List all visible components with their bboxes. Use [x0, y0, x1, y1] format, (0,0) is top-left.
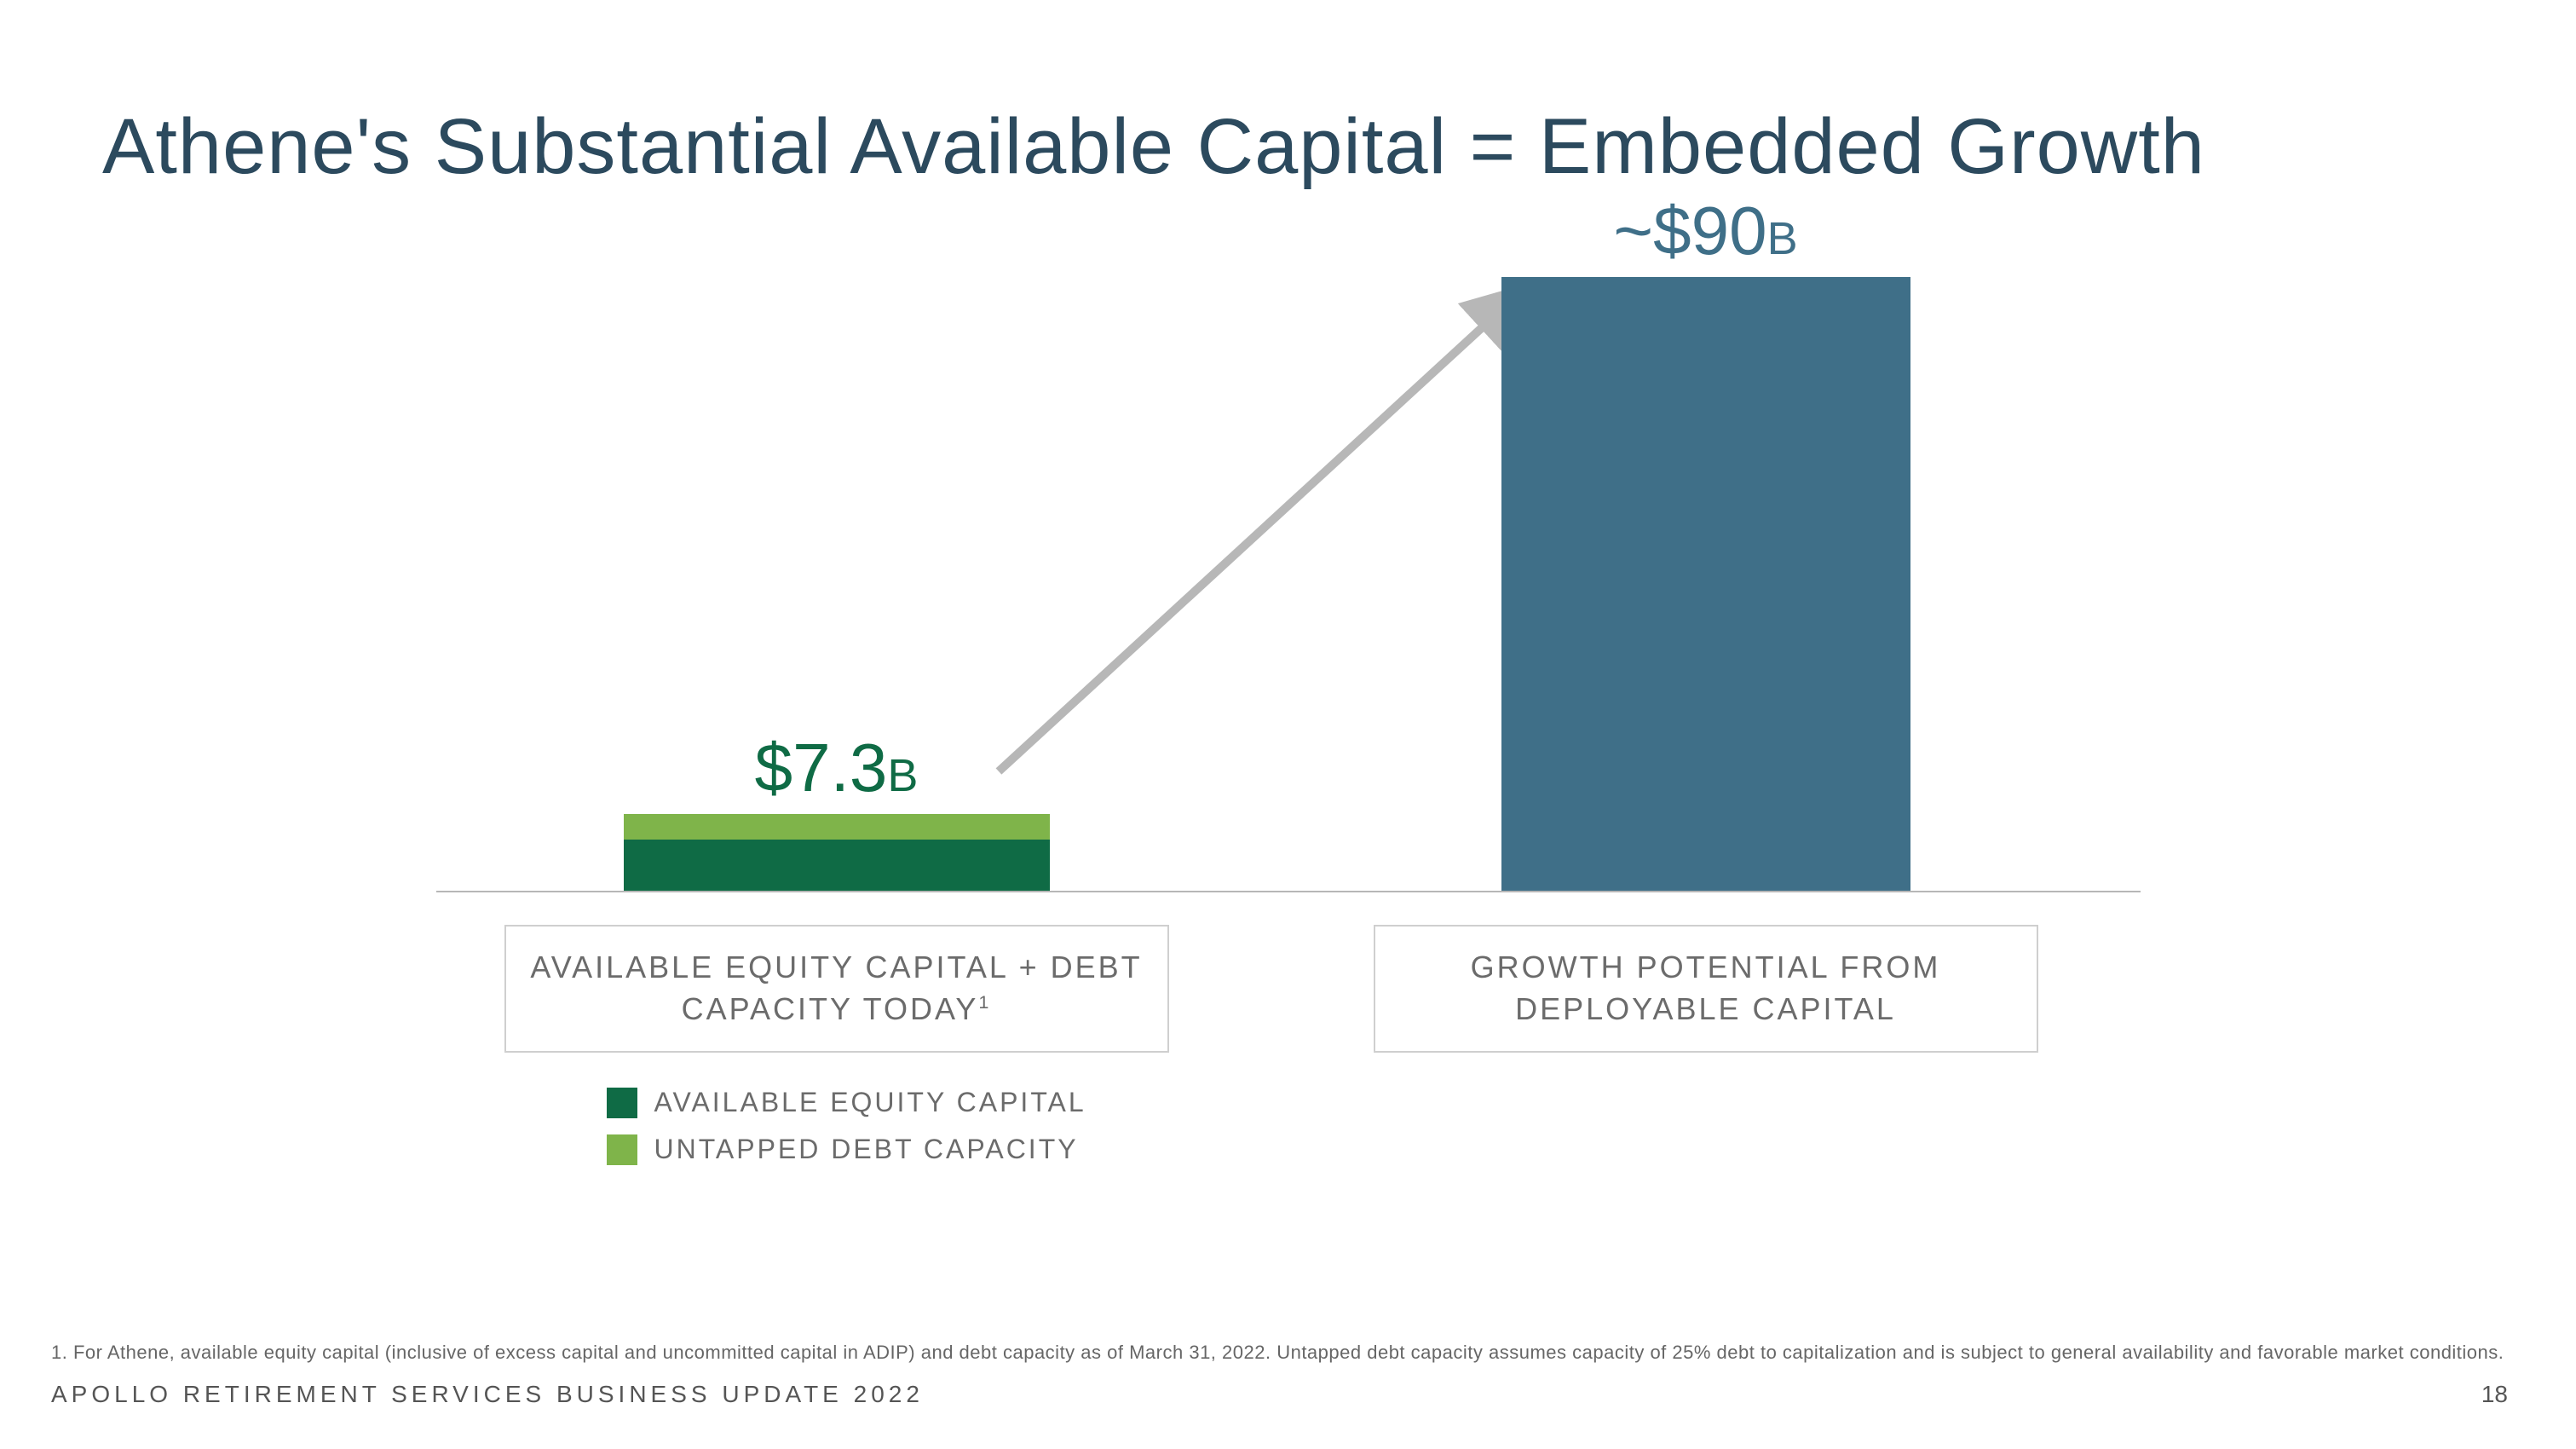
- axis-label-growth-potential: GROWTH POTENTIAL FROM DEPLOYABLE CAPITAL: [1374, 925, 2038, 1053]
- bar-value-unit: B: [887, 750, 918, 801]
- legend: AVAILABLE EQUITY CAPITAL UNTAPPED DEBT CA…: [607, 1087, 1086, 1165]
- bar-segment-untapped-debt-capacity: [624, 814, 1050, 840]
- axis-label-sup: 1: [978, 991, 991, 1013]
- bar-segment-deployable-capital: [1501, 277, 1910, 891]
- bar-value-unit: B: [1767, 213, 1798, 264]
- legend-item: UNTAPPED DEBT CAPACITY: [607, 1134, 1086, 1165]
- chart-baseline: [436, 891, 2141, 892]
- bar-value-number: $7.3: [755, 730, 888, 805]
- legend-item: AVAILABLE EQUITY CAPITAL: [607, 1087, 1086, 1118]
- legend-label: UNTAPPED DEBT CAPACITY: [654, 1134, 1079, 1165]
- footnote: 1. For Athene, available equity capital …: [51, 1342, 2504, 1364]
- bar-segment-available-equity-capital: [624, 840, 1050, 891]
- footer-source: APOLLO RETIREMENT SERVICES BUSINESS UPDA…: [51, 1381, 924, 1408]
- chart-area: $7.3BAVAILABLE EQUITY CAPITAL + DEBT CAP…: [436, 226, 2141, 993]
- bar-growth-potential: [1501, 277, 1910, 891]
- bar-value-growth-potential: ~$90B: [1578, 192, 1834, 270]
- slide: Athene's Substantial Available Capital =…: [0, 0, 2576, 1449]
- legend-swatch: [607, 1088, 637, 1118]
- axis-label-capital-today: AVAILABLE EQUITY CAPITAL + DEBT CAPACITY…: [504, 925, 1169, 1053]
- axis-label-text: GROWTH POTENTIAL FROM DEPLOYABLE CAPITAL: [1392, 947, 2020, 1030]
- page-number: 18: [2481, 1381, 2508, 1408]
- growth-arrow-line: [999, 294, 1519, 771]
- bar-capital-today: [624, 814, 1050, 891]
- axis-label-text: AVAILABLE EQUITY CAPITAL + DEBT CAPACITY…: [523, 947, 1150, 1030]
- legend-label: AVAILABLE EQUITY CAPITAL: [654, 1087, 1086, 1118]
- bar-value-capital-today: $7.3B: [709, 729, 965, 807]
- bar-value-number: ~$90: [1613, 193, 1766, 268]
- legend-swatch: [607, 1134, 637, 1165]
- slide-title: Athene's Substantial Available Capital =…: [102, 102, 2474, 192]
